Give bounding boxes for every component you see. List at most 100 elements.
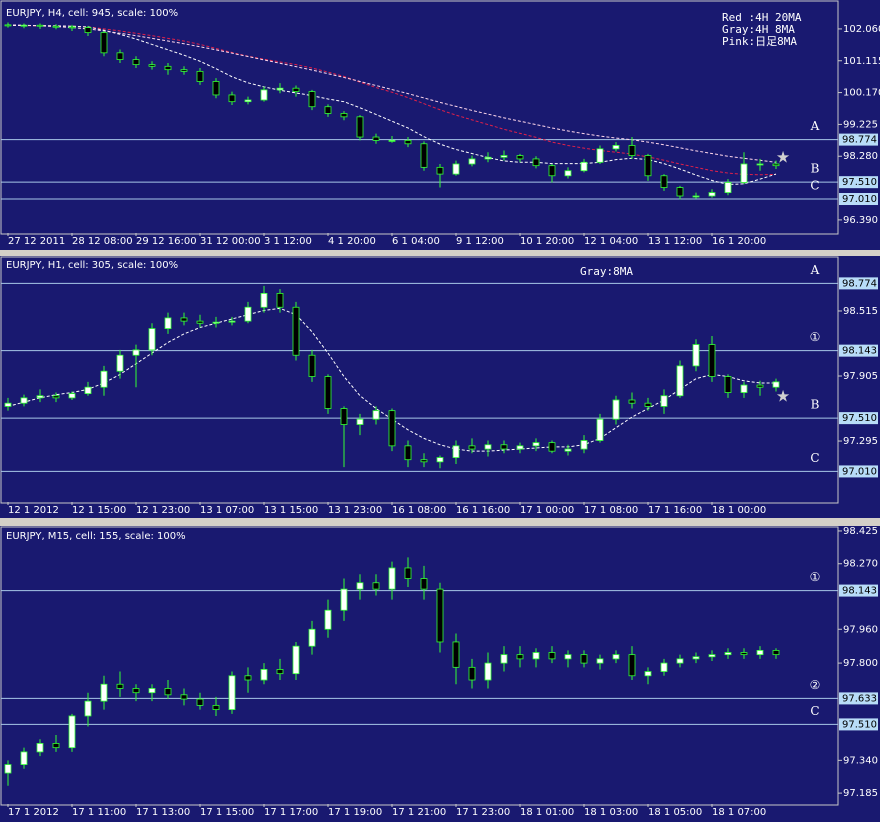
candle-body [692,195,700,198]
x-tick-label: 17 1 23:00 [456,807,510,818]
candle-body [660,175,668,188]
candle-body [676,658,684,664]
candle-body [324,376,332,409]
candle-body [52,395,60,399]
candle-body [148,64,156,67]
candle-body [612,654,620,660]
candle-body [308,354,316,377]
candle-body [372,410,380,420]
candle-body [100,32,108,54]
candle-body [132,59,140,66]
x-tick-label: 4 1 20:00 [328,236,376,247]
candle-body [244,675,252,681]
x-tick-label: 6 1 04:00 [392,236,440,247]
candle-body [292,87,300,92]
x-tick-label: 29 12 16:00 [136,236,197,247]
candle-body [548,442,556,452]
candle-body [404,445,412,461]
plot-frame [0,256,839,504]
level-price-label: 97.510 [842,719,877,730]
candle-body [164,688,172,696]
candle-body [228,675,236,711]
candle-body [708,344,716,377]
x-tick-label: 12 1 2012 [8,505,59,516]
candle-body [532,442,540,447]
level-price-label: 97.010 [842,466,877,477]
candle-body [68,715,76,749]
x-tick-label: 18 1 00:00 [712,505,766,516]
x-tick-label: 12 1 04:00 [584,236,638,247]
candle-body [100,370,108,388]
candle-body [180,69,188,72]
x-tick-label: 17 1 21:00 [392,807,446,818]
candle-body [420,143,428,168]
candle-body [116,354,124,372]
candle-body [468,666,476,681]
level-price-box [839,344,878,357]
candle-body [340,588,348,611]
candle-body [356,582,364,590]
x-tick-label: 10 1 20:00 [520,236,574,247]
level-price-box [839,692,878,705]
candle-body [596,658,604,664]
candle-body [388,410,396,447]
candle-body [692,656,700,660]
panel-background [0,256,880,518]
candle-body [244,99,252,103]
level-price-label: 97.633 [842,693,877,704]
level-tag: ② [810,678,821,692]
level-tag: A [810,263,820,277]
candle-body [388,140,396,142]
candle-body [708,654,716,658]
candle-body [20,24,28,27]
candle-body [564,448,572,452]
candle-body [116,52,124,60]
candle-body [452,163,460,175]
candle-body [212,81,220,96]
candle-body [772,381,780,388]
level-price-box [839,277,878,290]
candle-body [692,344,700,367]
candle-body [116,683,124,689]
level-price-box [839,718,878,731]
candle-body [628,399,636,404]
candle-body [180,694,188,700]
candle-body [628,654,636,677]
level-price-label: 97.010 [842,194,877,205]
x-tick-label: 17 1 16:00 [648,505,702,516]
x-tick-label: 9 1 12:00 [456,236,504,247]
candle-body [356,116,364,138]
candle-body [724,182,732,194]
x-tick-label: 17 1 2012 [8,807,59,818]
candle-body [372,136,380,141]
candle-body [772,163,780,167]
candle-body [180,317,188,322]
x-tick-label: 13 1 07:00 [200,505,254,516]
plot-frame [0,526,839,806]
candle-body [724,376,732,393]
plot-frame [0,0,839,235]
level-price-label: 97.510 [842,413,877,424]
candle-body [484,156,492,160]
level-tag: A [810,119,820,133]
candle-body [20,397,28,404]
candle-body [4,24,12,27]
legend-entry: Gray:4H 8MA [722,23,795,36]
candle-body [532,652,540,660]
candle-body [516,654,524,660]
y-tick-label: 97.905 [843,371,878,382]
candle-body [756,384,764,388]
candle-body [196,70,204,82]
x-tick-label: 16 1 16:00 [456,505,510,516]
y-tick-label: 98.425 [843,526,878,537]
x-tick-label: 27 12 2011 [8,236,65,247]
x-tick-label: 31 12 00:00 [200,236,261,247]
y-tick-label: 97.185 [843,788,878,799]
candle-body [404,567,412,579]
y-tick-label: 97.340 [843,755,878,766]
candle-body [244,306,252,322]
candle-body [532,158,540,167]
candle-body [212,321,220,324]
candle-body [276,669,284,675]
